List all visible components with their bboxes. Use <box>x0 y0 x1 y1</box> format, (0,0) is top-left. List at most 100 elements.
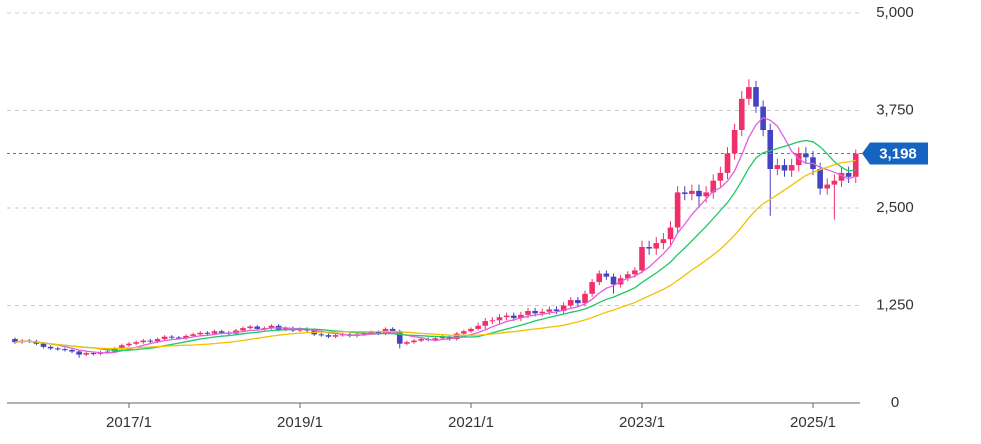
candle-body <box>332 335 339 337</box>
candle-body <box>168 336 175 338</box>
candle-body <box>261 328 268 330</box>
candle-body <box>603 273 610 277</box>
candle-body <box>489 320 496 322</box>
candle-body <box>375 332 382 334</box>
candle-body <box>553 309 560 311</box>
candle-body <box>161 336 168 340</box>
candle-body <box>639 247 645 271</box>
candle-body <box>582 293 588 304</box>
candle-body <box>546 309 553 312</box>
candle-body <box>12 339 18 343</box>
candle-body <box>54 348 61 350</box>
candle-body <box>610 276 617 285</box>
candle-body <box>90 353 97 355</box>
candle-body <box>140 340 147 343</box>
candle-body <box>525 310 531 315</box>
candle-body <box>282 328 289 330</box>
candle-body <box>254 326 261 329</box>
candle-body <box>596 273 603 283</box>
candle-body <box>667 227 674 240</box>
candle-body <box>482 321 489 326</box>
candle-body <box>589 282 595 294</box>
candle-body <box>40 343 47 347</box>
candle-body <box>774 165 781 169</box>
candle-body <box>817 169 823 189</box>
candle-body <box>518 314 524 318</box>
candle-body <box>475 325 481 329</box>
candle-body <box>404 342 410 344</box>
y-tick-label: 0 <box>891 394 899 411</box>
candle-body <box>468 328 474 332</box>
candle-body <box>624 274 631 279</box>
candle-body <box>147 340 154 342</box>
y-tick-label: 5,000 <box>876 4 914 21</box>
candle-body <box>831 180 838 185</box>
candle-body <box>696 190 702 197</box>
y-tick-label: 2,500 <box>876 199 914 216</box>
candle-body <box>632 270 638 275</box>
candle-body <box>689 190 695 194</box>
candle-body <box>788 165 795 171</box>
x-tick-label: 2023/1 <box>619 414 665 431</box>
last-price-box <box>862 142 928 165</box>
candle-body <box>803 153 809 158</box>
candle-body <box>824 184 831 189</box>
candle-body <box>204 332 211 334</box>
candle-body <box>852 153 859 177</box>
candle-body <box>268 325 275 329</box>
candle-body <box>510 315 517 318</box>
candle-body <box>432 338 439 340</box>
candle-body <box>62 349 68 351</box>
candle-body <box>389 328 396 332</box>
last-price-label: 3,198 <box>879 146 917 163</box>
candle-body <box>767 130 774 169</box>
candle-body <box>83 353 90 355</box>
candle-body <box>753 87 759 107</box>
candle-body <box>496 317 503 321</box>
x-tick-label: 2021/1 <box>448 414 494 431</box>
candle-body <box>183 335 189 339</box>
candle-body <box>126 343 132 346</box>
moving-average <box>14 139 856 352</box>
candle-body <box>653 243 660 249</box>
candle-body <box>703 192 709 197</box>
x-tick-label: 2017/1 <box>106 414 152 431</box>
candle-body <box>190 334 196 336</box>
candle-body <box>119 345 125 349</box>
y-tick-label: 3,750 <box>876 101 914 118</box>
candle-body <box>396 331 403 344</box>
candle-body <box>247 326 253 329</box>
candle-body <box>461 331 467 334</box>
candle-body <box>532 310 538 314</box>
candle-body <box>318 334 325 336</box>
moving-average <box>14 159 856 350</box>
candle-body <box>197 332 204 335</box>
candle-body <box>211 331 218 334</box>
candle-body <box>133 342 139 344</box>
candle-body <box>781 165 788 171</box>
moving-average <box>14 116 857 354</box>
candle-body <box>176 337 182 339</box>
y-tick-label: 1,250 <box>876 296 914 313</box>
candle-body <box>724 153 731 173</box>
candle-body <box>681 192 688 194</box>
candle-body <box>731 130 738 154</box>
candle-body <box>838 172 845 181</box>
candle-body <box>47 346 54 349</box>
candle-body <box>845 172 852 177</box>
candle-body <box>411 340 417 343</box>
candle-body <box>446 336 453 340</box>
candle-body <box>539 311 546 314</box>
candle-body <box>567 300 574 306</box>
x-tick-label: 2025/1 <box>790 414 836 431</box>
candle-body <box>69 349 75 352</box>
candle-body <box>439 336 446 339</box>
candle-body <box>575 300 581 304</box>
candle-body <box>660 239 667 244</box>
candle-body <box>710 180 717 193</box>
candle-body <box>453 333 460 340</box>
candle-body <box>503 315 510 318</box>
candle-body <box>368 332 375 334</box>
candle-body <box>674 192 681 228</box>
